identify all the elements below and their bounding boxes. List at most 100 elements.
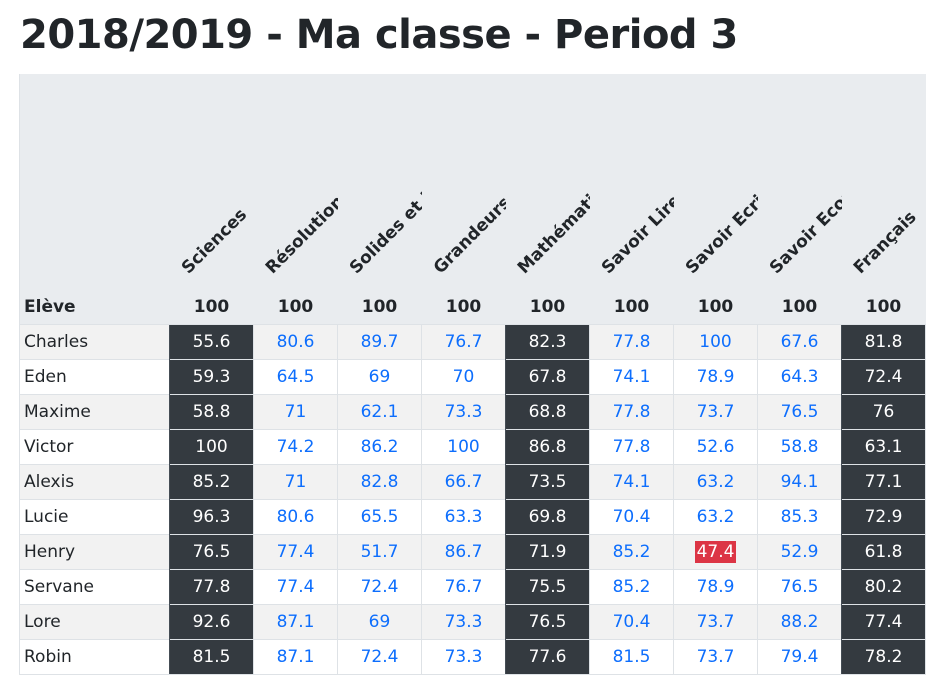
score-value: 76.7 xyxy=(444,332,483,352)
score-cell[interactable]: 77.4 xyxy=(253,569,338,605)
score-cell[interactable]: 76.5 xyxy=(757,394,842,430)
student-name: Lucie xyxy=(19,499,170,535)
subject-average-cell: 55.6 xyxy=(169,324,254,360)
score-cell[interactable]: 74.1 xyxy=(589,359,674,395)
score-cell[interactable]: 77.8 xyxy=(589,394,674,430)
subject-average-cell: 76.5 xyxy=(169,534,254,570)
subject-header: Français xyxy=(841,74,926,290)
score-value: 76.7 xyxy=(444,577,483,597)
score-cell[interactable]: 47.4 xyxy=(673,534,758,570)
score-cell[interactable]: 88.2 xyxy=(757,604,842,640)
subject-max-score: 100 xyxy=(253,290,338,325)
score-cell[interactable]: 73.3 xyxy=(421,639,506,675)
score-cell[interactable]: 72.4 xyxy=(337,569,422,605)
score-cell[interactable]: 63.2 xyxy=(673,499,758,535)
score-cell[interactable]: 94.1 xyxy=(757,464,842,500)
score-cell[interactable]: 64.5 xyxy=(253,359,338,395)
subject-name: Français xyxy=(849,207,921,278)
score-cell[interactable]: 87.1 xyxy=(253,639,338,675)
score-cell[interactable]: 100 xyxy=(673,324,758,360)
subject-average-cell: 81.5 xyxy=(169,639,254,675)
score-cell[interactable]: 58.8 xyxy=(757,429,842,465)
score-cell[interactable]: 78.9 xyxy=(673,569,758,605)
student-name: Henry xyxy=(19,534,170,570)
score-cell[interactable]: 85.2 xyxy=(589,534,674,570)
score-cell[interactable]: 71 xyxy=(253,394,338,430)
score-value: 74.1 xyxy=(612,472,651,492)
score-value: 51.7 xyxy=(360,542,399,562)
score-cell[interactable]: 82.8 xyxy=(337,464,422,500)
score-cell[interactable]: 85.2 xyxy=(589,569,674,605)
subject-name: Savoir Lire xyxy=(597,190,685,278)
score-cell[interactable]: 77.8 xyxy=(589,429,674,465)
subject-average-cell: 59.3 xyxy=(169,359,254,395)
score-cell[interactable]: 80.6 xyxy=(253,324,338,360)
score-cell[interactable]: 73.7 xyxy=(673,604,758,640)
student-row: Victor 100 74.2 86.2 100 86.8 77.8 52.6 58.8 63.1 xyxy=(19,429,926,465)
score-cell[interactable]: 85.3 xyxy=(757,499,842,535)
subject-average-cell: 96.3 xyxy=(169,499,254,535)
score-cell[interactable]: 63.3 xyxy=(421,499,506,535)
score-cell[interactable]: 74.1 xyxy=(589,464,674,500)
subject-average-cell: 69.8 xyxy=(505,499,590,535)
score-value: 70.4 xyxy=(612,507,651,527)
score-cell[interactable]: 70.4 xyxy=(589,499,674,535)
score-cell[interactable]: 80.6 xyxy=(253,499,338,535)
score-cell[interactable]: 77.4 xyxy=(253,534,338,570)
score-value: 86.8 xyxy=(528,437,567,457)
score-cell[interactable]: 52.6 xyxy=(673,429,758,465)
score-cell[interactable]: 70 xyxy=(421,359,506,395)
score-cell[interactable]: 52.9 xyxy=(757,534,842,570)
score-value: 77.8 xyxy=(612,402,651,422)
score-cell[interactable]: 73.3 xyxy=(421,394,506,430)
score-cell[interactable]: 63.2 xyxy=(673,464,758,500)
score-value: 63.2 xyxy=(696,472,735,492)
student-row: Alexis 85.2 71 82.8 66.7 73.5 74.1 63.2 94.1 77.1 xyxy=(19,464,926,500)
subject-average-cell: 75.5 xyxy=(505,569,590,605)
score-value: 64.3 xyxy=(780,367,819,387)
score-value: 52.9 xyxy=(780,542,819,562)
score-cell[interactable]: 79.4 xyxy=(757,639,842,675)
score-value: 72.4 xyxy=(360,647,399,667)
score-cell[interactable]: 77.8 xyxy=(589,324,674,360)
page-title: 2018/2019 - Ma classe - Period 3 xyxy=(20,12,738,58)
score-value: 63.3 xyxy=(444,507,483,527)
score-cell[interactable]: 76.7 xyxy=(421,569,506,605)
score-value: 73.5 xyxy=(528,472,567,492)
score-value: 89.7 xyxy=(360,332,399,352)
score-cell[interactable]: 62.1 xyxy=(337,394,422,430)
score-cell[interactable]: 72.4 xyxy=(337,639,422,675)
score-cell[interactable]: 73.3 xyxy=(421,604,506,640)
score-cell[interactable]: 70.4 xyxy=(589,604,674,640)
score-cell[interactable]: 73.7 xyxy=(673,394,758,430)
score-value: 66.7 xyxy=(444,472,483,492)
student-name: Maxime xyxy=(19,394,170,430)
student-row: Charles 55.6 80.6 89.7 76.7 82.3 77.8 100 67.6 81… xyxy=(19,324,926,360)
score-cell[interactable]: 86.7 xyxy=(421,534,506,570)
score-cell[interactable]: 67.6 xyxy=(757,324,842,360)
score-cell[interactable]: 78.9 xyxy=(673,359,758,395)
score-cell[interactable]: 69 xyxy=(337,359,422,395)
subject-average-cell: 85.2 xyxy=(169,464,254,500)
score-cell[interactable]: 76.5 xyxy=(757,569,842,605)
score-cell[interactable]: 65.5 xyxy=(337,499,422,535)
score-cell[interactable]: 87.1 xyxy=(253,604,338,640)
score-cell[interactable]: 81.5 xyxy=(589,639,674,675)
score-cell[interactable]: 71 xyxy=(253,464,338,500)
score-cell[interactable]: 100 xyxy=(421,429,506,465)
subject-average-cell: 63.1 xyxy=(841,429,926,465)
score-cell[interactable]: 86.2 xyxy=(337,429,422,465)
score-cell[interactable]: 74.2 xyxy=(253,429,338,465)
score-cell[interactable]: 73.7 xyxy=(673,639,758,675)
header-corner xyxy=(19,74,170,290)
score-cell[interactable]: 69 xyxy=(337,604,422,640)
score-cell[interactable]: 64.3 xyxy=(757,359,842,395)
subject-average-cell: 80.2 xyxy=(841,569,926,605)
score-cell[interactable]: 66.7 xyxy=(421,464,506,500)
score-cell[interactable]: 51.7 xyxy=(337,534,422,570)
score-value: 78.2 xyxy=(864,647,903,667)
score-cell[interactable]: 76.7 xyxy=(421,324,506,360)
score-value: 80.2 xyxy=(864,577,903,597)
score-cell[interactable]: 89.7 xyxy=(337,324,422,360)
score-value: 81.5 xyxy=(612,647,651,667)
